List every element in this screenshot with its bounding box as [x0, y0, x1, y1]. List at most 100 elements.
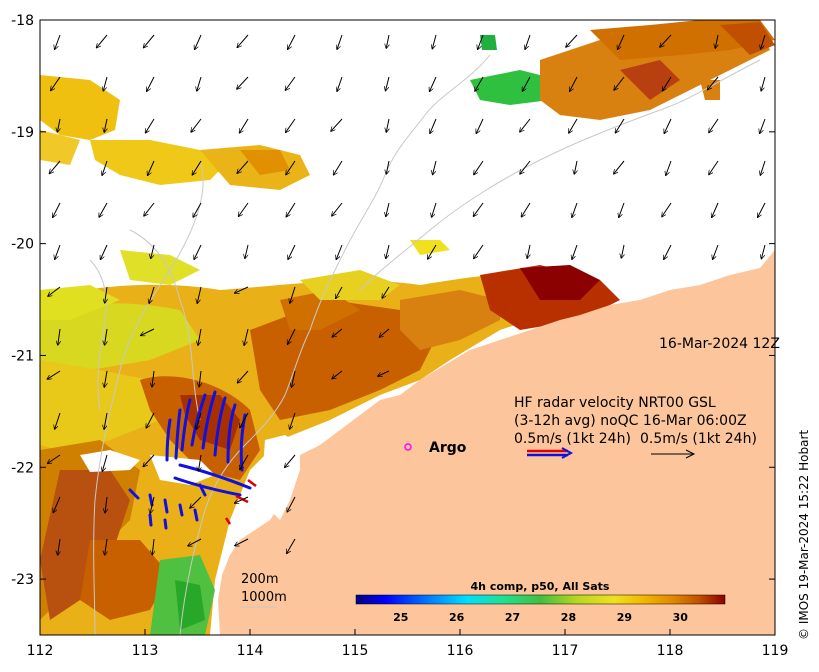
current-arrow [331, 118, 343, 131]
current-arrow [141, 328, 155, 336]
current-arrow [143, 454, 155, 467]
current-arrow [473, 202, 484, 216]
current-arrow [190, 496, 202, 508]
current-arrow [386, 34, 389, 48]
current-arrow [150, 496, 155, 513]
lon-tick-label: 114 [237, 643, 264, 659]
current-arrow [195, 34, 202, 50]
current-arrow [145, 118, 155, 133]
current-arrow [47, 454, 61, 463]
current-arrow [286, 118, 296, 133]
current-arrow [194, 244, 202, 260]
current-arrow [51, 76, 61, 91]
colorbar-tick-label: 29 [617, 611, 632, 624]
current-arrow [761, 244, 766, 259]
current-arrow [333, 160, 343, 175]
lat-tick-label: -20 [11, 237, 34, 253]
current-arrow [49, 160, 61, 174]
current-arrow [288, 244, 296, 260]
current-arrow [520, 160, 531, 174]
current-arrow [147, 76, 155, 91]
current-arrow [664, 118, 672, 134]
lat-tick-label: -19 [11, 125, 34, 141]
current-arrow [286, 160, 296, 175]
current-arrow [103, 76, 108, 91]
current-arrow [55, 34, 61, 50]
current-arrow [615, 118, 625, 133]
current-arrow [522, 76, 531, 91]
hf-avg: (3-12h avg) noQC 16-Mar 06:00Z [514, 413, 747, 429]
current-arrow [476, 118, 484, 134]
colorbar-tick-label: 30 [673, 611, 689, 624]
current-arrow [287, 538, 296, 554]
current-arrow [55, 412, 61, 429]
current-arrow [193, 202, 202, 217]
imos-credit: © IMOS 19-Mar-2024 15:22 Hobart [797, 430, 811, 640]
current-arrow [336, 286, 343, 299]
current-arrow [237, 370, 249, 383]
current-arrow [386, 202, 390, 217]
current-arrow [188, 538, 202, 546]
lat-tick-label: -21 [11, 348, 34, 364]
current-arrow [432, 202, 437, 217]
current-arrow [475, 76, 484, 91]
land-mass [218, 250, 775, 635]
colorbar-title: 4h comp, p50, All Sats [471, 580, 610, 593]
current-arrow [758, 202, 766, 217]
current-arrow [386, 244, 390, 259]
current-arrow [196, 412, 202, 429]
current-arrow [570, 76, 578, 91]
current-arrow [332, 202, 343, 216]
current-arrow [237, 160, 249, 173]
current-arrow [433, 160, 437, 175]
scale-arrow-radar [527, 447, 574, 459]
current-arrow [428, 244, 437, 259]
lat-axis: -18 -19 -20 -21 -22 -23 [11, 13, 775, 588]
current-arrow [57, 118, 60, 132]
current-arrow [521, 202, 531, 217]
current-arrow [712, 202, 719, 218]
current-arrow [715, 34, 718, 48]
current-arrow [152, 538, 154, 555]
current-arrow [151, 244, 155, 259]
current-arrow [237, 34, 249, 48]
current-arrow [382, 286, 390, 298]
current-arrow [614, 76, 625, 90]
current-arrow [291, 370, 296, 387]
current-arrow [285, 76, 296, 90]
current-arrow [614, 160, 625, 174]
current-arrow [478, 34, 484, 50]
date-label: 16-Mar-2024 12Z [659, 336, 780, 352]
current-arrow [235, 538, 249, 546]
current-arrow [55, 244, 61, 259]
current-arrow [244, 328, 249, 345]
current-arrow [572, 244, 578, 259]
lon-axis: 112 113 114 115 116 117 118 119 [27, 629, 788, 659]
current-arrow [198, 454, 201, 471]
colorbar-tick-label: 25 [393, 611, 408, 624]
current-arrow [104, 370, 108, 387]
current-arrow [430, 118, 437, 134]
current-arrow [527, 244, 530, 258]
lon-tick-label: 117 [552, 643, 579, 659]
current-arrow [53, 202, 61, 217]
current-arrow [619, 202, 625, 217]
hf-radar-red-vectors [224, 479, 257, 525]
colorbar-tick-label: 26 [449, 611, 465, 624]
current-arrow [386, 118, 389, 132]
argo-marker [404, 443, 412, 451]
current-arrow [336, 244, 343, 260]
current-arrow [288, 34, 296, 49]
current-arrow [105, 286, 107, 303]
current-arrow [332, 370, 343, 379]
current-arrow [474, 160, 484, 175]
current-arrow [709, 118, 719, 133]
argo-label: Argo [429, 440, 467, 456]
current-arrow [234, 286, 249, 293]
current-arrow [287, 328, 296, 344]
current-arrow [520, 118, 531, 132]
current-arrow [286, 202, 296, 217]
current-arrow [144, 202, 155, 216]
current-arrow [662, 202, 672, 217]
